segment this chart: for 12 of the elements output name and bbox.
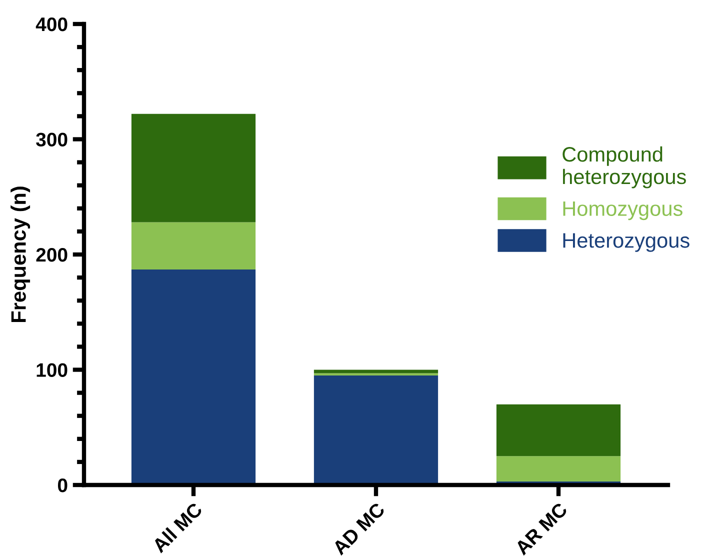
- y-tick-label: 100: [36, 363, 68, 377]
- y-tick-label: 400: [36, 17, 68, 32]
- y-tick-label: 0: [58, 478, 68, 492]
- y-tick-label: 300: [36, 132, 68, 147]
- x-tick-label: AR MC: [514, 502, 568, 556]
- x-tick-label: All MC: [151, 501, 204, 554]
- legend-label: Homozygous: [563, 201, 682, 220]
- legend-label: Heterozygous: [563, 233, 690, 252]
- y-axis-title: Frequency (n): [10, 186, 30, 322]
- x-tick-label: AD MC: [332, 502, 386, 556]
- y-tick-label: 200: [36, 248, 68, 262]
- legend-label: Compound heterozygous: [562, 146, 686, 188]
